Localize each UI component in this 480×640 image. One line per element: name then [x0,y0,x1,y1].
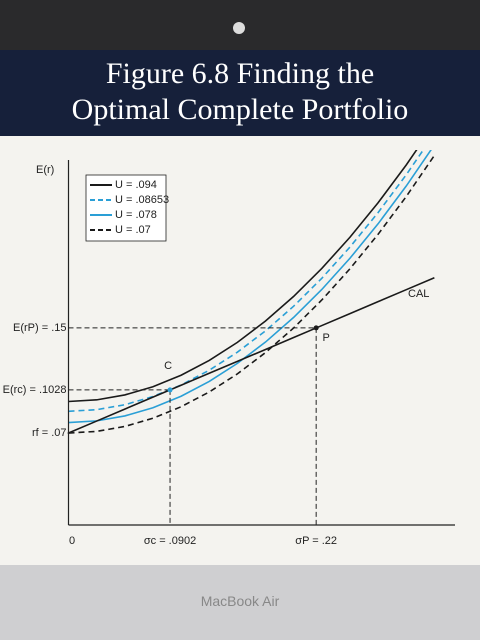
legend-label: U = .07 [115,224,151,236]
curve [68,276,435,434]
point [313,325,319,331]
curve [68,150,432,424]
y-marker-label: rf = .07 [32,427,67,439]
x-point-label: σc = .0902 [144,535,196,547]
curve [68,155,436,434]
bezel: MacBook Air [0,565,480,640]
curve [68,150,418,403]
y-axis-label: E(r) [36,164,54,176]
cal-label: CAL [408,288,429,300]
origin-label: 0 [69,535,75,547]
plot-area [68,150,436,434]
y-point-label: E(rP) = .15 [13,322,67,334]
legend-label: U = .08653 [115,194,169,206]
point [167,387,173,393]
point-label: C [164,360,172,372]
y-point-label: E(rc) = .1028 [3,384,67,396]
bezel-label: MacBook Air [200,593,280,609]
legend-label: U = .078 [115,209,157,221]
legend-label: U = .094 [115,179,157,191]
slide-header: Figure 6.8 Finding the Optimal Complete … [0,50,480,136]
curve [68,150,425,413]
x-point-label: σP = .22 [295,535,337,547]
camera [233,22,245,34]
chart: E(r) 0 rf = .07 CAL Cσc = .0902 E(rc) = .1028… [0,136,480,565]
title-line: Optimal Complete Portfolio [71,93,409,126]
point-label: P [322,332,329,344]
title-line: Figure 6.8 Finding the [105,57,375,90]
